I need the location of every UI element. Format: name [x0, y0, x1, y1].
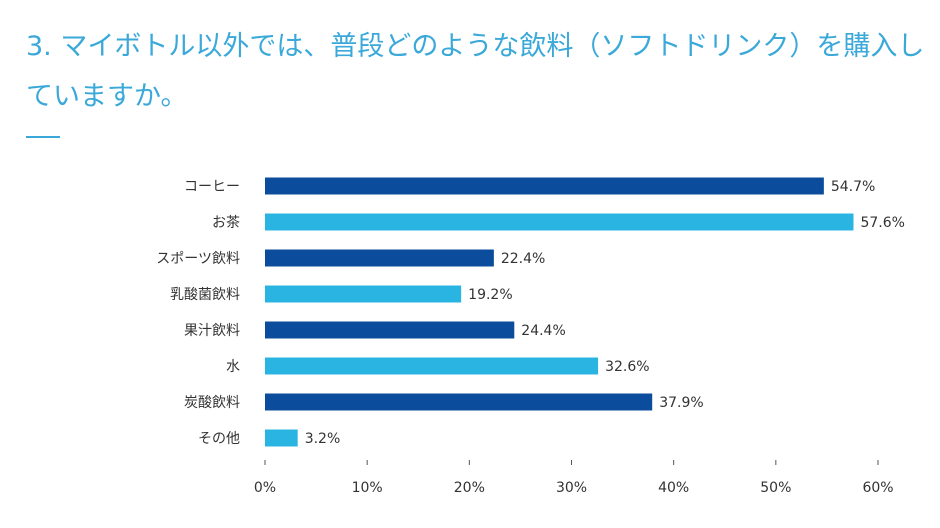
- category-label: 乳酸菌飲料: [170, 287, 240, 303]
- bar: [265, 357, 599, 375]
- x-tick-label: 60%: [862, 480, 893, 496]
- value-label: 32.6%: [605, 359, 649, 375]
- value-label: 57.6%: [860, 215, 904, 231]
- bar: [265, 285, 462, 303]
- category-label: 水: [226, 359, 240, 375]
- category-label: 炭酸飲料: [184, 395, 240, 411]
- bar: [265, 321, 515, 339]
- bar: [265, 429, 298, 447]
- value-label: 54.7%: [831, 179, 875, 195]
- value-label: 19.2%: [468, 287, 512, 303]
- x-tick-label: 10%: [352, 480, 383, 496]
- category-label: お茶: [212, 215, 240, 231]
- bar: [265, 393, 653, 411]
- value-label: 22.4%: [501, 251, 545, 267]
- x-tick-label: 0%: [254, 480, 276, 496]
- category-label: コーヒー: [184, 179, 240, 195]
- bar: [265, 213, 854, 231]
- category-label: その他: [198, 431, 240, 447]
- title-underline: [26, 136, 60, 138]
- x-tick-label: 50%: [760, 480, 791, 496]
- x-tick-label: 30%: [556, 480, 587, 496]
- category-label: 果汁飲料: [184, 323, 240, 339]
- value-label: 37.9%: [659, 395, 703, 411]
- bar: [265, 177, 824, 195]
- x-tick-label: 40%: [658, 480, 689, 496]
- page-title: 3. マイボトル以外では、普段どのような飲料（ソフトドリンク）を購入していますか…: [26, 31, 925, 112]
- x-tick-label: 20%: [454, 480, 485, 496]
- value-label: 24.4%: [521, 323, 565, 339]
- category-label: スポーツ飲料: [156, 251, 240, 267]
- value-label: 3.2%: [305, 431, 341, 447]
- bar: [265, 249, 494, 267]
